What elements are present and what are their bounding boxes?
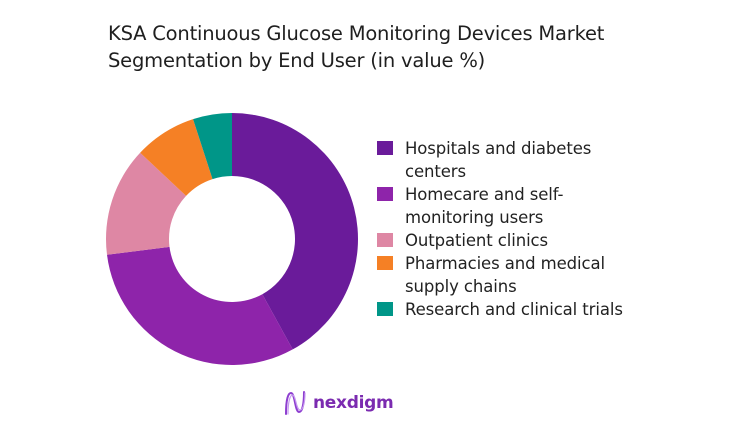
chart-title: KSA Continuous Glucose Monitoring Device…	[108, 20, 668, 74]
donut-slice-5	[193, 113, 232, 180]
legend-label: Hospitals and diabetes centers	[405, 139, 592, 181]
chart-title-line-2: Segmentation by End User (in value %)	[108, 49, 486, 72]
donut-slice-4	[140, 119, 213, 196]
legend-item-research: Research and clinical trials	[377, 298, 677, 321]
donut-slice-2	[106, 246, 293, 365]
donut-slice-1	[232, 113, 358, 350]
chart-title-line-1: KSA Continuous Glucose Monitoring Device…	[108, 22, 605, 45]
donut-slice-3	[106, 152, 187, 255]
legend-swatch	[377, 141, 393, 155]
nexdigm-wave-icon	[285, 391, 306, 415]
logo-text: nexdigm	[313, 393, 394, 413]
chart-legend: Hospitals and diabetes centers Homecare …	[377, 137, 677, 321]
legend-label: Pharmacies and medical supply chains	[405, 254, 605, 296]
legend-swatch	[377, 233, 393, 247]
legend-swatch	[377, 302, 393, 316]
legend-item-homecare: Homecare and self-monitoring users	[377, 183, 677, 229]
legend-label: Homecare and self-monitoring users	[405, 185, 564, 227]
legend-item-outpatient: Outpatient clinics	[377, 229, 677, 252]
legend-label: Outpatient clinics	[405, 231, 549, 250]
nexdigm-logo: nexdigm	[283, 388, 394, 418]
legend-swatch	[377, 187, 393, 201]
legend-swatch	[377, 256, 393, 270]
legend-item-hospitals: Hospitals and diabetes centers	[377, 137, 677, 183]
legend-item-pharmacies: Pharmacies and medical supply chains	[377, 252, 677, 298]
legend-label: Research and clinical trials	[405, 300, 623, 319]
